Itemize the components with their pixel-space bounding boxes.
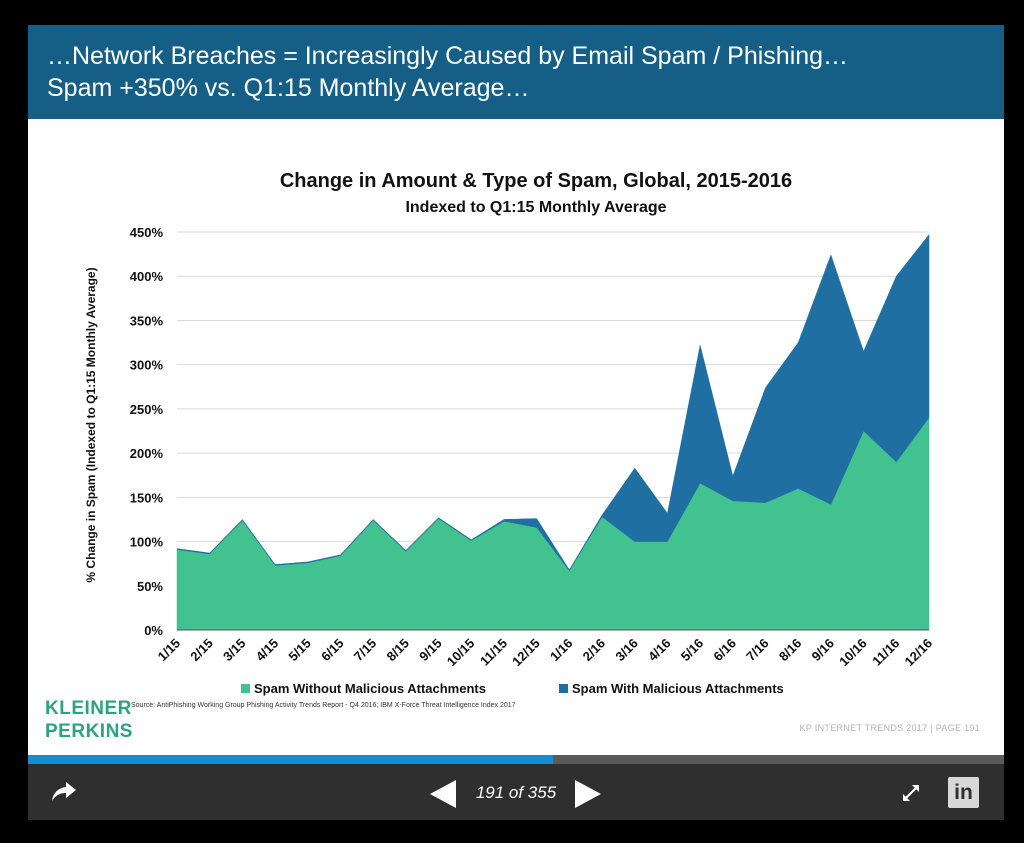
x-tick-label: 4/15 xyxy=(253,636,282,665)
x-tick-label: 5/16 xyxy=(678,636,707,665)
y-tick-label: 0% xyxy=(144,623,163,638)
progress-bar-fill xyxy=(28,755,554,764)
x-tick-label: 8/15 xyxy=(383,636,412,665)
triangle-left-icon xyxy=(430,780,456,808)
source-note: Source: AntiPhishing Working Group Phish… xyxy=(131,702,516,709)
x-tick-label: 10/16 xyxy=(836,636,870,670)
x-tick-label: 2/15 xyxy=(187,636,216,665)
share-arrow-icon[interactable] xyxy=(50,780,78,804)
x-tick-label: 7/15 xyxy=(351,636,380,665)
x-tick-label: 8/16 xyxy=(776,636,805,665)
y-tick-label: 400% xyxy=(130,269,164,284)
slide-header: …Network Breaches = Increasingly Caused … xyxy=(28,25,1004,119)
x-tick-label: 1/16 xyxy=(547,636,576,665)
y-tick-label: 250% xyxy=(130,402,164,417)
previous-slide-button[interactable] xyxy=(428,779,458,809)
series-areas xyxy=(176,233,930,631)
header-line-1: …Network Breaches = Increasingly Caused … xyxy=(47,42,849,70)
logo-perkins: PERKINS xyxy=(45,721,133,742)
viewer-toolbar: 191 of 355 in xyxy=(28,764,1004,820)
series-area-with-attachments xyxy=(176,233,930,572)
fullscreen-expand-icon[interactable] xyxy=(900,782,922,804)
x-tick-label: 9/15 xyxy=(416,636,445,665)
header-line-2: Spam +350% vs. Q1:15 Monthly Average… xyxy=(47,74,530,102)
x-tick-label: 9/16 xyxy=(809,636,838,665)
spam-area-chart: Change in Amount & Type of Spam, Global,… xyxy=(84,170,936,696)
linkedin-icon[interactable]: in xyxy=(948,777,979,808)
legend-label-without: Spam Without Malicious Attachments xyxy=(254,681,486,696)
y-axis-label: % Change in Spam (Indexed to Q1:15 Month… xyxy=(84,267,98,582)
y-tick-labels: 0% 50% 100% 150% 200% 250% 300% 350% 400% 450% xyxy=(130,225,164,638)
x-tick-label: 12/16 xyxy=(902,636,936,670)
x-tick-label: 4/16 xyxy=(645,636,674,665)
slideshow-viewer: …Network Breaches = Increasingly Caused … xyxy=(28,25,1004,820)
x-tick-label: 7/16 xyxy=(743,636,772,665)
footer-page-note: KP INTERNET TRENDS 2017 | PAGE 191 xyxy=(799,723,980,733)
slide: …Network Breaches = Increasingly Caused … xyxy=(28,25,1004,755)
x-tick-labels: 1/15 2/15 3/15 4/15 5/15 6/15 7/15 8/15 9/15 10/1… xyxy=(155,636,936,670)
x-tick-label: 3/16 xyxy=(612,636,641,665)
triangle-right-icon xyxy=(575,780,601,808)
x-tick-label: 6/15 xyxy=(318,636,347,665)
legend: Spam Without Malicious Attachments Spam … xyxy=(241,681,784,696)
legend-label-with: Spam With Malicious Attachments xyxy=(572,681,784,696)
chart-subtitle: Indexed to Q1:15 Monthly Average xyxy=(405,199,666,216)
chart-title: Change in Amount & Type of Spam, Global,… xyxy=(280,170,792,192)
legend-swatch-with xyxy=(559,684,568,693)
y-tick-label: 350% xyxy=(130,313,164,328)
x-tick-label: 6/16 xyxy=(710,636,739,665)
x-tick-label: 11/15 xyxy=(477,636,510,669)
x-tick-label: 3/15 xyxy=(220,636,249,665)
x-tick-label: 1/15 xyxy=(155,636,184,665)
y-tick-label: 300% xyxy=(130,358,164,373)
y-tick-label: 50% xyxy=(137,579,163,594)
logo-kleiner: KLEINER xyxy=(45,698,132,719)
x-tick-label: 2/16 xyxy=(580,636,609,665)
x-tick-label: 11/16 xyxy=(869,636,902,669)
y-tick-label: 450% xyxy=(130,225,164,240)
x-tick-label: 10/15 xyxy=(444,636,478,670)
x-tick-label: 12/15 xyxy=(509,636,543,670)
y-tick-label: 100% xyxy=(130,535,164,550)
y-tick-label: 200% xyxy=(130,446,164,461)
legend-swatch-without xyxy=(241,684,250,693)
x-tick-label: 5/15 xyxy=(285,636,314,665)
next-slide-button[interactable] xyxy=(573,779,603,809)
grid-lines xyxy=(177,231,929,587)
page-counter: 191 of 355 xyxy=(475,783,557,802)
progress-bar[interactable] xyxy=(28,755,1004,764)
y-tick-label: 150% xyxy=(130,490,164,505)
